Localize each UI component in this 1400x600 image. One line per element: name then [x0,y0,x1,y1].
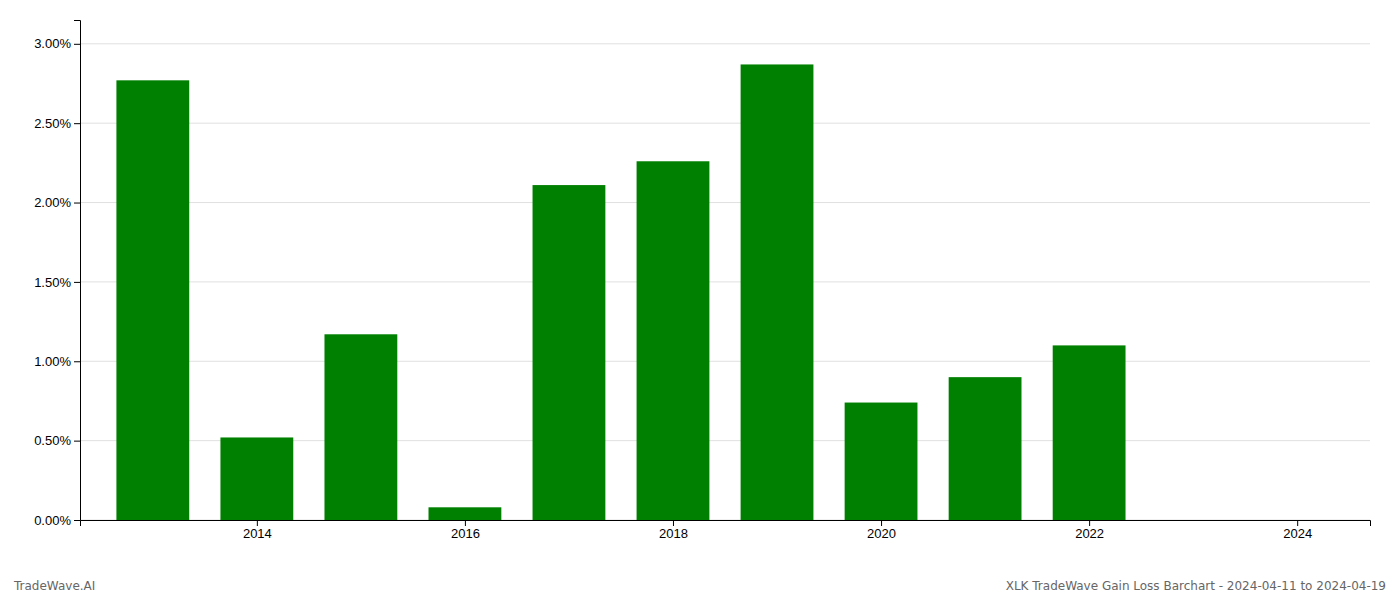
x-tick-mark [1297,520,1298,526]
bar [324,334,397,520]
bar [949,377,1022,520]
y-tick: 1.00% [34,354,80,369]
footer-text: TradeWave.AI [13,579,95,593]
bar [741,64,814,520]
x-tick: 2016 [451,520,480,541]
bar [116,80,189,520]
x-tick: 2020 [867,520,896,541]
x-tick-label: 2016 [451,526,480,541]
y-tick-mark [74,441,80,442]
x-tick: 2024 [1283,520,1312,541]
y-tick-label: 0.50% [34,433,71,448]
x-tick-mark [881,520,882,526]
x-axis-line [81,521,1371,527]
bar [1053,345,1126,520]
bar [637,161,710,520]
x-tick-label: 2018 [659,526,688,541]
chart-container: 0.00%0.50%1.00%1.50%2.00%2.50%3.00%20142… [0,0,1400,600]
y-tick-label: 1.50% [34,275,71,290]
bar [429,507,502,520]
plot-area: 0.00%0.50%1.00%1.50%2.00%2.50%3.00%20142… [34,21,1370,542]
y-tick-label: 3.00% [34,36,71,51]
grid-line [80,43,1370,44]
y-tick-label: 1.00% [34,354,71,369]
y-tick-mark [74,203,80,204]
x-tick-label: 2022 [1075,526,1104,541]
bar [1157,520,1230,521]
y-tick-label: 2.50% [34,116,71,131]
footer-text: XLK TradeWave Gain Loss Barchart - 2024-… [1006,579,1386,593]
y-tick-label: 0.00% [34,513,71,528]
y-axis: 0.00% 0.50% 1.00% 1.50% 2.00% 2.50% 3.00% [34,21,80,528]
x-tick-mark [257,520,258,526]
x-tick: 2014 [243,520,272,541]
x-tick-mark [1089,520,1090,526]
bar [845,403,918,520]
grid-line [80,202,1370,203]
x-tick: 2022 [1075,520,1104,541]
x-tick-mark [465,520,466,526]
y-tick: 2.50% [34,116,80,131]
y-axis-line [74,21,81,521]
y-tick: 1.50% [34,275,80,290]
y-tick-label: 2.00% [34,195,71,210]
grid-line [80,281,1370,282]
x-tick: 2018 [659,520,688,541]
x-tick-label: 2014 [243,526,272,541]
x-tick-label: 2024 [1283,526,1312,541]
grid [80,44,1370,520]
x-tick-label: 2020 [867,526,896,541]
y-tick: 0.00% [34,513,80,528]
y-tick-mark [74,282,80,283]
bar [533,185,606,520]
y-tick-mark [74,520,80,521]
grid-line [80,123,1370,124]
bar [220,437,293,520]
y-tick-mark [74,123,80,124]
y-tick-mark [74,44,80,45]
grid-line [80,361,1370,362]
footer: TradeWave.AI XLK TradeWave Gain Loss Barc… [13,579,1386,593]
x-axis: 2014 2016 2018 2020 2022 2024 [81,520,1371,541]
y-tick-mark [74,361,80,362]
y-tick: 3.00% [34,36,80,51]
y-tick: 2.00% [34,195,80,210]
y-tick: 0.50% [34,433,80,448]
chart-svg: 0.00%0.50%1.00%1.50%2.00%2.50%3.00%20142… [0,0,1400,600]
bars [116,64,1125,520]
x-tick-mark [673,520,674,526]
